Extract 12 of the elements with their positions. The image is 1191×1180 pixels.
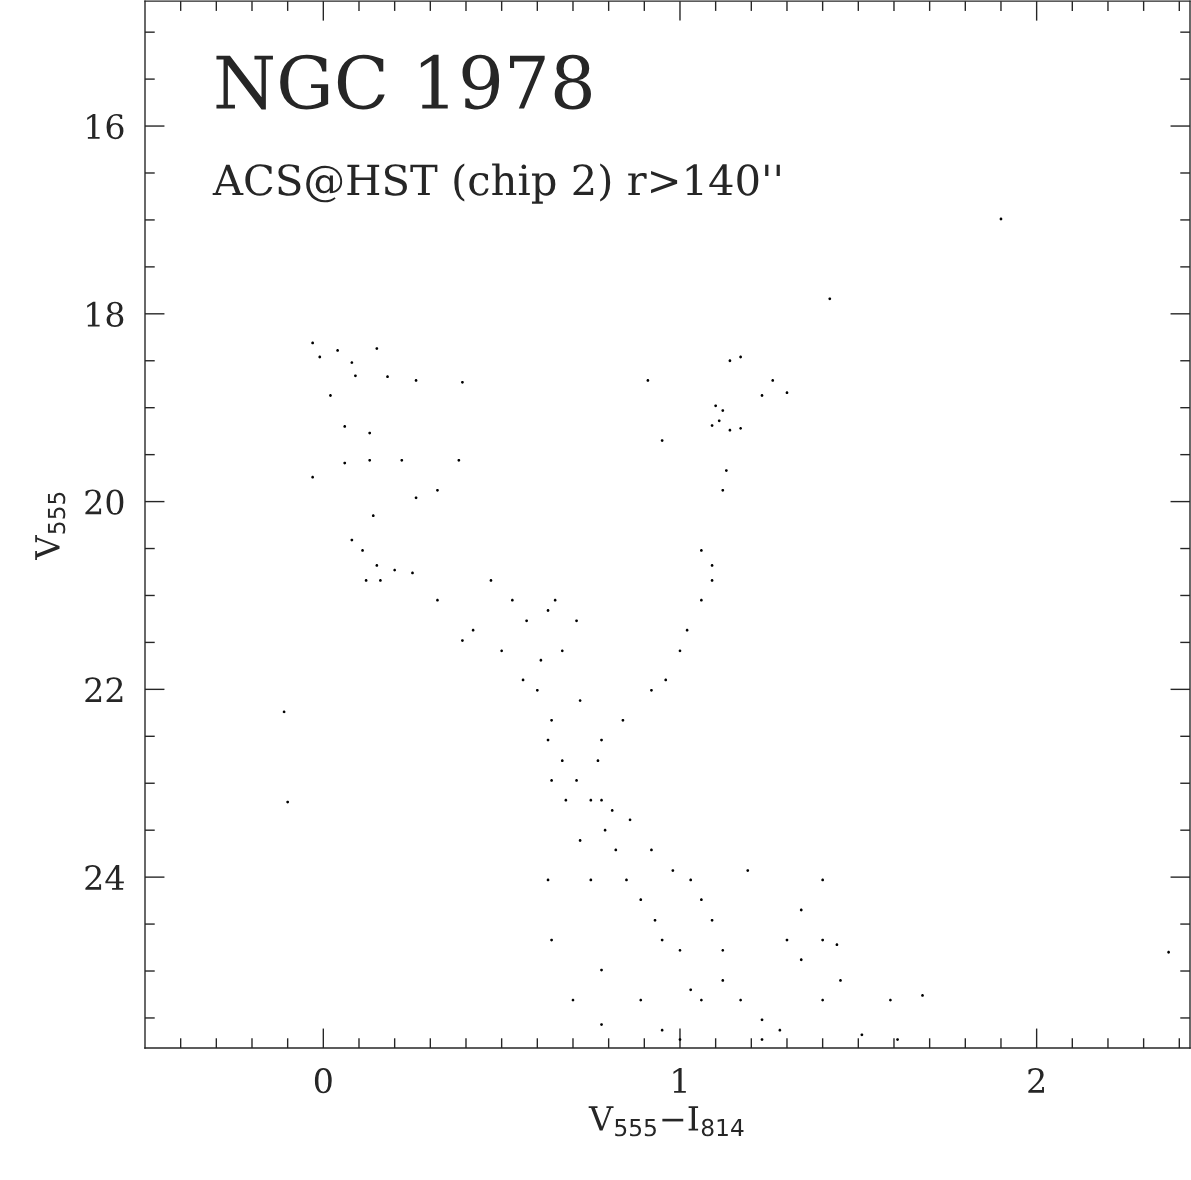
- text: NGC 1978: [216, 54, 591, 110]
- x-axis-title: V$_{555}$−I$_{814}$: [588, 1106, 744, 1137]
- y-axis-title: V$_{555}$: [35, 492, 66, 560]
- y-tick-label: 20: [85, 489, 124, 515]
- x-tick-label: 2: [1028, 1068, 1044, 1093]
- annotation: ACS@HST (chip 2) r>140'': [212, 163, 780, 204]
- x-tick-label: 0: [314, 1068, 332, 1094]
- y-tick-label: 18: [87, 301, 124, 327]
- y-tick-label: 24: [85, 865, 124, 890]
- x-tick-label: 1: [673, 1068, 686, 1093]
- y-tick-label: 16: [87, 113, 124, 140]
- y-tick-label: 22: [85, 677, 123, 703]
